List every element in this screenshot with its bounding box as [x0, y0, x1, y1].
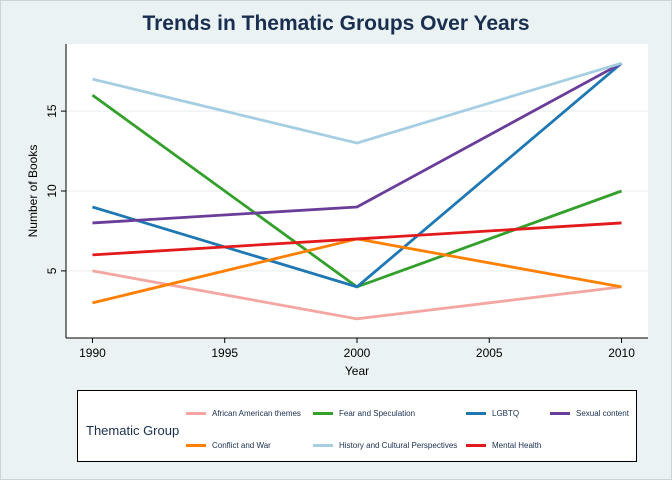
x-tick-label: 1990: [79, 346, 106, 360]
x-tick-label: 2010: [608, 346, 635, 360]
x-ticks: 1990 1995 2000 2005 2010: [79, 338, 635, 360]
legend-item: Sexual content: [550, 406, 629, 420]
legend-label: Sexual content: [576, 408, 629, 418]
series-lines: [91, 61, 623, 321]
legend-label: Fear and Speculation: [339, 408, 416, 418]
x-tick-label: 2005: [476, 346, 503, 360]
series-line-2: [92, 62, 623, 289]
legend-label: LGBTQ: [492, 408, 520, 418]
legend-item: History and Cultural Perspectives: [313, 438, 457, 452]
legend-label: African American themes: [212, 408, 301, 418]
legend-item: Fear and Speculation: [313, 406, 415, 420]
y-tick-label: 10: [45, 184, 59, 198]
legend-title: Thematic Group: [86, 423, 180, 438]
legend-swatch: [186, 411, 206, 415]
legend-swatch: [466, 411, 486, 415]
legend: Thematic Group African American themes Fe…: [77, 390, 637, 462]
series-line-3: [92, 61, 623, 225]
legend-swatch: [550, 411, 570, 415]
y-tick-label: 5: [45, 267, 59, 274]
grid-lines: [66, 110, 648, 272]
legend-swatch: [313, 443, 333, 447]
series-line-5: [92, 61, 622, 145]
x-tick-label: 1995: [211, 346, 238, 360]
legend-swatch: [466, 443, 486, 447]
series-line-0: [92, 269, 622, 321]
legend-item: LGBTQ: [466, 406, 519, 420]
chart-title: Trends in Thematic Groups Over Years: [142, 12, 530, 35]
series-line-6: [92, 221, 622, 257]
legend-item: African American themes: [186, 406, 301, 420]
y-tick-label: 15: [45, 104, 59, 118]
x-axis-label: Year: [345, 364, 369, 378]
y-axis-label: Number of Books: [26, 145, 40, 238]
legend-item: Conflict and War: [186, 438, 271, 452]
legend-item: Mental Health: [466, 438, 541, 452]
legend-label: History and Cultural Perspectives: [339, 440, 458, 450]
legend-label: Mental Health: [492, 440, 542, 450]
legend-label: Conflict and War: [212, 440, 271, 450]
legend-swatch: [186, 443, 206, 447]
legend-swatch: [313, 411, 333, 415]
x-tick-label: 2000: [344, 346, 371, 360]
y-ticks: 5 10 15: [45, 104, 66, 274]
